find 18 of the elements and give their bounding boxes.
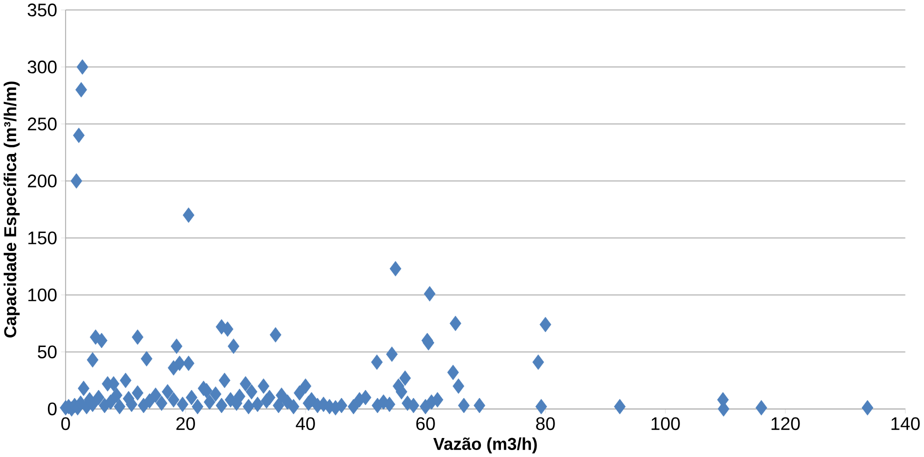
- y-tick-label: 300: [28, 60, 57, 74]
- x-tick-label: 0: [61, 417, 70, 430]
- x-tick-label: 120: [772, 417, 800, 430]
- x-tick-label: 100: [652, 417, 680, 430]
- y-tick-label: 350: [28, 4, 57, 16]
- y-tick-label: 150: [28, 232, 57, 244]
- x-tick-label: 40: [296, 417, 315, 430]
- y-tick-label: 100: [28, 288, 57, 302]
- y-tick-label: 0: [48, 402, 57, 416]
- y-tick-label: 50: [38, 346, 57, 358]
- y-tick-label: 200: [28, 174, 57, 188]
- x-tick-label: 140: [892, 417, 920, 430]
- y-tick-label: 250: [28, 118, 57, 130]
- x-axis-title: Vazão (m3/h): [433, 437, 537, 454]
- y-axis-title: Capacidade Específica (m³/h/m): [4, 82, 20, 338]
- x-tick-label: 80: [536, 417, 555, 430]
- x-tick-label: 20: [176, 417, 195, 430]
- x-tick-label: 60: [416, 417, 435, 430]
